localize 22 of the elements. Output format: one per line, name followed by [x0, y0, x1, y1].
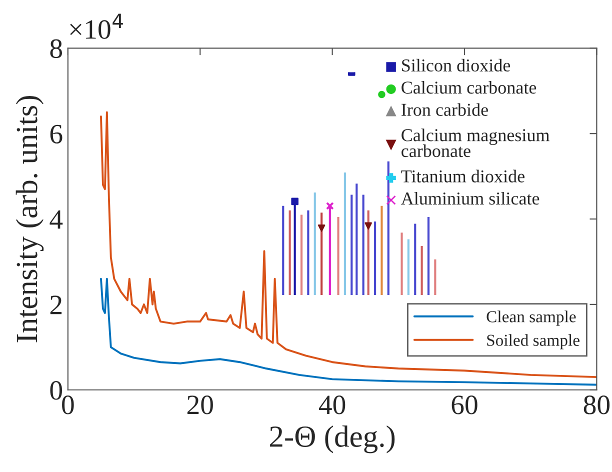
x-tick-label: 60	[452, 396, 478, 414]
annotation: Silicon dioxide	[402, 58, 510, 72]
y-tick-label: 6	[50, 124, 62, 144]
legend-label: Soiled sample	[487, 334, 580, 350]
line-series	[100, 278, 597, 386]
annotation: Calcium magnesium carbonate	[402, 128, 550, 158]
x-tick-label: 0	[62, 396, 74, 414]
annotation: Aluminium silicate	[401, 192, 540, 205]
y-tick-label: 4	[50, 210, 63, 229]
annotation: Calcium carbonate	[402, 81, 536, 94]
annotation: Iron carbide	[402, 103, 488, 116]
annotation: Titanium dioxide	[401, 170, 524, 182]
y-tick-label: 0	[50, 381, 62, 400]
x-axis-title: 2-Θ (deg.)	[270, 425, 395, 454]
y-tick-label: 2	[50, 296, 62, 314]
y-tick-label: 8	[50, 39, 62, 58]
x-tick-label: 80	[584, 396, 610, 414]
x-tick-label: 20	[187, 396, 213, 414]
y-axis-title: Intensity (arb. units)	[16, 96, 44, 342]
x-tick-label: 40	[318, 396, 346, 414]
legend-label: Clean sample	[486, 310, 576, 326]
text: ×10$^{4}$	[70, 14, 123, 39]
